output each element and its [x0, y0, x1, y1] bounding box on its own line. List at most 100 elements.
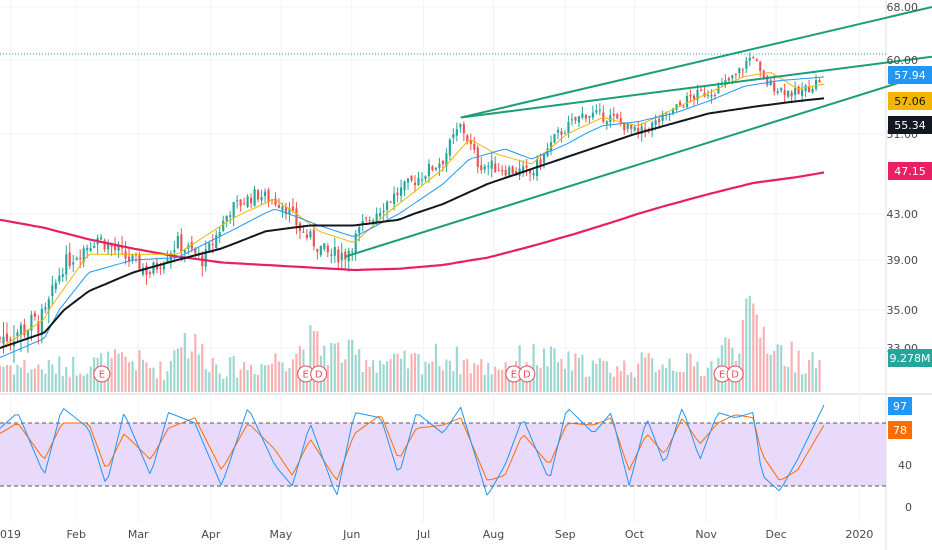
candle-body[interactable]: [801, 89, 804, 96]
candle-body[interactable]: [65, 254, 68, 275]
candle-body[interactable]: [176, 235, 179, 249]
candle-body[interactable]: [637, 128, 640, 132]
candle-body[interactable]: [330, 254, 333, 256]
candle-body[interactable]: [340, 252, 343, 261]
candle-body[interactable]: [769, 80, 772, 86]
candle-body[interactable]: [469, 140, 472, 144]
candle-body[interactable]: [752, 57, 755, 59]
candle-body[interactable]: [675, 104, 678, 110]
candle-body[interactable]: [173, 250, 176, 253]
candle-body[interactable]: [100, 237, 103, 240]
candle-body[interactable]: [131, 255, 134, 260]
candle-body[interactable]: [542, 153, 546, 163]
candle-body[interactable]: [417, 177, 420, 185]
candle-body[interactable]: [661, 113, 664, 121]
candle-body[interactable]: [466, 135, 469, 142]
candle-body[interactable]: [323, 243, 326, 250]
candle-body[interactable]: [243, 203, 246, 205]
candle-body[interactable]: [47, 299, 50, 311]
candle-body[interactable]: [256, 190, 260, 200]
candle-body[interactable]: [326, 245, 329, 253]
candle-body[interactable]: [117, 246, 120, 251]
candle-body[interactable]: [727, 78, 730, 81]
candle-body[interactable]: [574, 116, 577, 121]
candle-body[interactable]: [515, 171, 518, 175]
candle-body[interactable]: [790, 92, 793, 97]
candle-body[interactable]: [804, 85, 807, 92]
candle-body[interactable]: [239, 199, 242, 206]
candle-body[interactable]: [236, 200, 239, 202]
candle-body[interactable]: [748, 57, 751, 61]
candle-body[interactable]: [215, 235, 218, 249]
candle-body[interactable]: [431, 166, 434, 170]
candle-body[interactable]: [476, 147, 479, 167]
candle-body[interactable]: [532, 173, 535, 176]
earnings-marker-e[interactable]: E: [505, 365, 523, 383]
candle-body[interactable]: [138, 255, 141, 271]
candle-body[interactable]: [162, 263, 165, 270]
candle-body[interactable]: [459, 124, 462, 128]
candle-body[interactable]: [232, 201, 235, 218]
candle-body[interactable]: [208, 243, 211, 251]
candle-body[interactable]: [148, 272, 152, 274]
candle-body[interactable]: [759, 61, 762, 72]
candle-body[interactable]: [672, 108, 675, 114]
candle-body[interactable]: [180, 234, 183, 252]
candle-body[interactable]: [780, 88, 783, 91]
earnings-marker-d[interactable]: D: [726, 365, 744, 383]
candle-body[interactable]: [333, 247, 336, 256]
candle-body[interactable]: [462, 123, 465, 134]
candle-body[interactable]: [267, 189, 270, 202]
candle-body[interactable]: [529, 169, 532, 174]
candle-body[interactable]: [640, 126, 643, 134]
candle-body[interactable]: [246, 196, 249, 207]
candle-body[interactable]: [197, 252, 200, 254]
candle-body[interactable]: [82, 248, 85, 262]
candle-body[interactable]: [351, 251, 354, 253]
candle-body[interactable]: [490, 160, 493, 169]
candle-body[interactable]: [682, 106, 685, 108]
candle-body[interactable]: [211, 244, 214, 246]
candle-body[interactable]: [734, 74, 737, 76]
candle-body[interactable]: [382, 210, 385, 213]
trendline-1[interactable]: [460, 6, 932, 119]
candle-body[interactable]: [438, 163, 441, 169]
candle-body[interactable]: [556, 129, 560, 133]
candle-body[interactable]: [16, 332, 19, 336]
candle-body[interactable]: [654, 120, 657, 125]
candle-body[interactable]: [626, 123, 629, 129]
candle-body[interactable]: [448, 139, 451, 156]
candle-body[interactable]: [487, 166, 490, 168]
candle-body[interactable]: [222, 220, 225, 231]
candle-body[interactable]: [403, 181, 406, 191]
candle-body[interactable]: [218, 232, 221, 237]
candle-body[interactable]: [253, 189, 256, 206]
candle-body[interactable]: [525, 165, 528, 168]
candle-body[interactable]: [399, 187, 403, 196]
candle-body[interactable]: [302, 231, 305, 233]
candle-body[interactable]: [427, 163, 431, 177]
candle-body[interactable]: [602, 112, 605, 122]
candle-body[interactable]: [68, 252, 71, 266]
candle-body[interactable]: [284, 206, 288, 215]
trendline-2[interactable]: [460, 55, 932, 119]
candle-body[interactable]: [103, 240, 106, 249]
candle-body[interactable]: [194, 248, 197, 254]
candle-body[interactable]: [630, 124, 633, 129]
candle-body[interactable]: [522, 166, 525, 171]
candle-body[interactable]: [225, 215, 228, 222]
candle-body[interactable]: [678, 101, 682, 106]
candle-body[interactable]: [361, 221, 364, 226]
candle-body[interactable]: [54, 282, 57, 290]
candle-body[interactable]: [375, 213, 378, 223]
earnings-marker-e[interactable]: E: [93, 365, 111, 383]
candle-body[interactable]: [511, 166, 514, 174]
candle-body[interactable]: [93, 245, 96, 249]
candle-body[interactable]: [110, 243, 113, 247]
candle-body[interactable]: [410, 176, 413, 181]
candle-body[interactable]: [738, 67, 741, 74]
candle-body[interactable]: [494, 163, 497, 173]
candle-body[interactable]: [204, 249, 207, 267]
candle-body[interactable]: [33, 313, 36, 317]
